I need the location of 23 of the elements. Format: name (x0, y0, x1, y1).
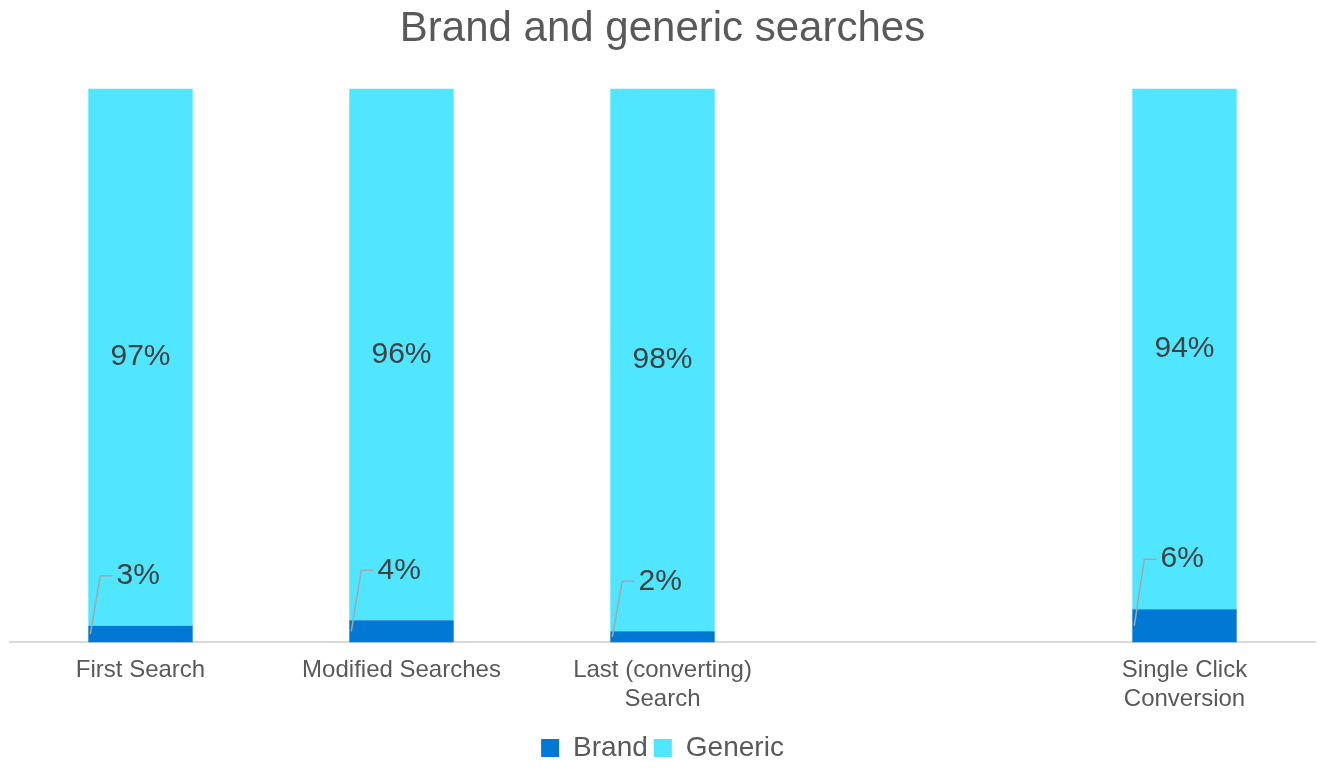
bar (88, 625, 193, 643)
bar (349, 88, 454, 621)
x-tick-label: Last (converting) Search (573, 655, 752, 712)
legend-label: Generic (685, 730, 784, 762)
data-label: 4% (377, 551, 421, 585)
data-label: 96% (371, 335, 432, 369)
data-label: 97% (110, 338, 171, 372)
data-label: 6% (1160, 540, 1204, 574)
chart-title: Brand and generic searches (399, 2, 926, 50)
data-label: 3% (116, 557, 160, 591)
legend-label: Brand (573, 730, 648, 762)
data-label: 98% (632, 341, 693, 375)
x-tick-label: First Search (75, 655, 206, 683)
data-label: 94% (1154, 330, 1215, 364)
bar (88, 88, 193, 626)
bar (1132, 88, 1237, 610)
data-label: 2% (638, 562, 682, 596)
x-tick-label: Modified Searches (302, 655, 501, 683)
bar (610, 88, 715, 632)
bar (610, 631, 715, 643)
bar (1132, 609, 1237, 643)
bar (349, 620, 454, 643)
x-tick-label: Single Click Conversion (1121, 655, 1249, 712)
